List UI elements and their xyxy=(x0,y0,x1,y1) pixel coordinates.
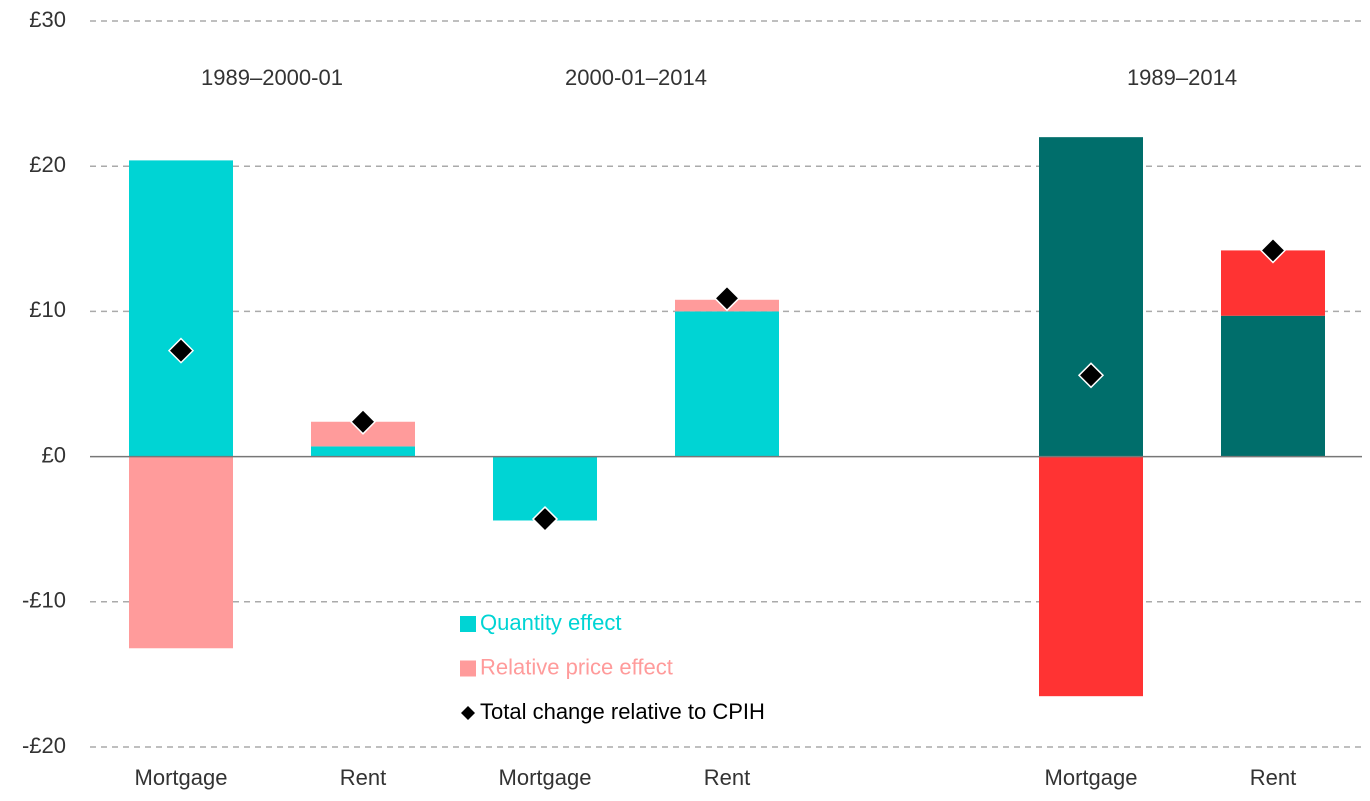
total-marker xyxy=(1077,362,1105,389)
total-marker xyxy=(349,408,377,435)
group-label: 1989–2014 xyxy=(1127,65,1237,90)
y-tick-label: -£10 xyxy=(22,588,66,613)
y-tick-label: £10 xyxy=(29,297,66,322)
total-marker xyxy=(531,505,559,533)
x-tick-label: Rent xyxy=(1250,765,1296,790)
group-label: 1989–2000-01 xyxy=(201,65,343,90)
legend-label: Total change relative to CPIH xyxy=(480,699,765,724)
total-marker xyxy=(1259,237,1287,264)
legend-marker xyxy=(461,706,475,720)
x-tick-label: Rent xyxy=(704,765,750,790)
x-tick-label: Mortgage xyxy=(499,765,592,790)
bar xyxy=(675,311,779,457)
legend-swatch xyxy=(460,660,476,677)
y-tick-label: £0 xyxy=(42,442,66,467)
bar xyxy=(129,160,233,457)
y-tick-label: -£20 xyxy=(22,733,66,758)
bar xyxy=(129,456,233,649)
total-marker xyxy=(167,337,195,364)
legend-swatch xyxy=(460,616,476,632)
legend-label: Relative price effect xyxy=(480,654,673,679)
total-marker xyxy=(713,285,741,312)
legend-label: Quantity effect xyxy=(480,610,621,635)
bar xyxy=(1039,456,1143,697)
bar xyxy=(1221,315,1325,457)
bar xyxy=(311,446,415,457)
y-tick-label: £30 xyxy=(29,7,66,32)
x-tick-label: Mortgage xyxy=(135,765,228,790)
group-label: 2000-01–2014 xyxy=(565,65,707,90)
bar xyxy=(1039,137,1143,457)
x-tick-label: Rent xyxy=(340,765,386,790)
y-tick-label: £20 xyxy=(29,152,66,177)
x-tick-label: Mortgage xyxy=(1045,765,1138,790)
